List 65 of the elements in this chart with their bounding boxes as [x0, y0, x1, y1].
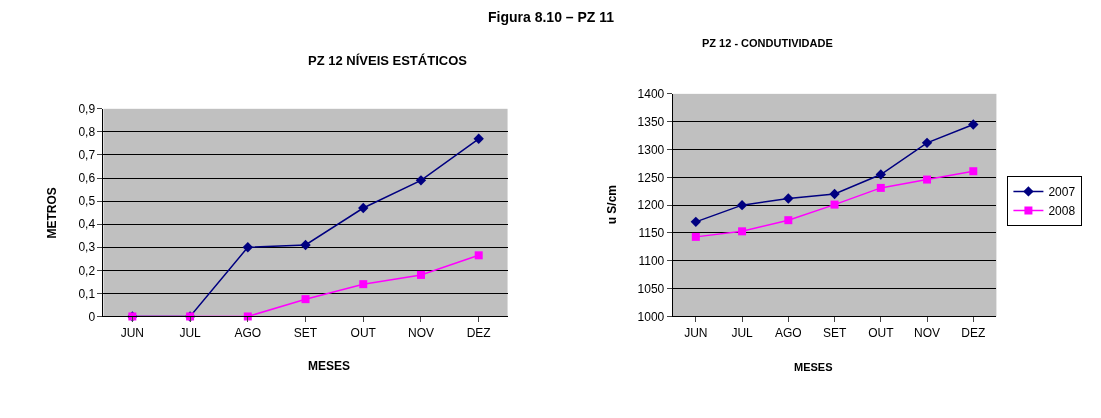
y-tick-label: 1350 [637, 114, 665, 129]
x-tick-label: JUN [120, 325, 145, 340]
y-tick-label: 1400 [637, 87, 665, 102]
y-tick-label: 0,8 [78, 125, 96, 140]
y-tick-label: 0,6 [78, 171, 96, 186]
legend-label: 2008 [1048, 204, 1076, 219]
x-tick-label: DEZ [466, 325, 491, 340]
x-tick-label: NOV [407, 325, 434, 340]
point [242, 242, 253, 253]
y-tick-label: 0,7 [78, 148, 96, 163]
y-tick-label: 0,9 [78, 102, 96, 117]
point [300, 239, 311, 251]
y-tick-label: 1000 [637, 309, 665, 324]
text: Figura 8.10 – PZ 11 [488, 9, 615, 25]
x-tick-label: JUL [731, 325, 754, 340]
y-tick-label: 0,3 [78, 240, 96, 255]
point [416, 270, 425, 279]
legend-label: 2007 [1048, 185, 1076, 200]
y-axis-title: u S/cm [604, 184, 619, 225]
point [691, 232, 700, 241]
chart-title: PZ 12 NÍVEIS ESTÁTICOS [308, 53, 468, 68]
y-tick-label: 1050 [637, 281, 665, 296]
x-axis-title: MESES [308, 359, 351, 373]
point [736, 199, 748, 211]
point [875, 169, 886, 180]
y-tick-label: 1300 [637, 142, 665, 157]
x-tick-label: AGO [774, 325, 802, 340]
point [359, 280, 368, 289]
y-tick-label: 0,4 [78, 217, 96, 232]
y-tick-label: 0,5 [78, 194, 96, 209]
point [415, 175, 427, 186]
point [690, 216, 702, 228]
point [921, 137, 933, 149]
point [783, 193, 794, 204]
y-tick-label: 1100 [638, 254, 665, 269]
point [738, 227, 747, 236]
y-tick-label: 1150 [638, 226, 665, 241]
x-tick-label: OUT [350, 325, 377, 340]
point [876, 183, 885, 192]
x-tick-label: OUT [868, 325, 895, 340]
point [784, 216, 793, 225]
x-tick-label: NOV [914, 325, 941, 340]
x-axis-title: MESES [794, 361, 833, 373]
y-tick-label: 0,2 [78, 263, 96, 278]
y-tick-label: 1200 [637, 198, 665, 213]
x-tick-label: JUN [684, 325, 708, 340]
point [968, 119, 979, 130]
y-axis-title: METROS [45, 187, 60, 239]
point [358, 202, 369, 214]
x-tick-label: SET [293, 325, 318, 340]
point [830, 200, 839, 209]
y-tick-label: 1250 [637, 170, 665, 185]
x-tick-label: SET [822, 325, 847, 340]
point [969, 167, 978, 176]
point [829, 188, 840, 200]
y-tick-label: 0,1 [78, 286, 96, 301]
point [474, 251, 483, 260]
x-tick-label: AGO [234, 325, 262, 340]
point [473, 133, 484, 144]
x-tick-label: JUL [179, 325, 202, 340]
y-tick-label: 0 [88, 309, 96, 324]
point [301, 295, 310, 304]
chart-title: PZ 12 - CONDUTIVIDADE [702, 37, 833, 49]
x-tick-label: DEZ [961, 325, 986, 340]
point [923, 175, 932, 184]
